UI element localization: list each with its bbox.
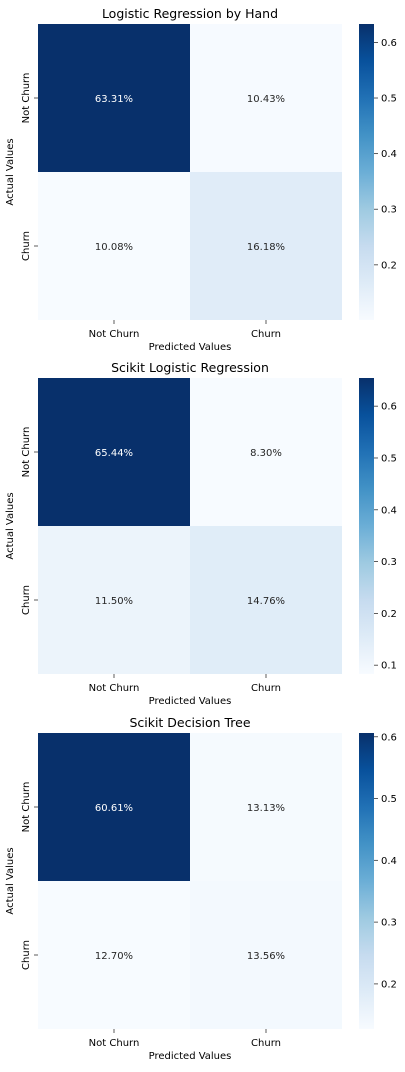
y-tick-label: Not Churn [21,427,32,478]
heatmap-cell [38,526,190,674]
colorbar [359,378,374,674]
heatmap-cell [38,24,190,172]
heatmap-panel-1: Logistic Regression by Hand 63.31% 10.43% 1… [5,6,397,353]
cell-label: 11.50% [95,596,133,607]
colorbar-tick-label: 0.4 [381,505,397,516]
colorbar-tick-label: 0.6 [381,402,397,413]
heatmap-cell [190,172,342,320]
chart-title: Scikit Decision Tree [129,715,250,730]
chart-title: Logistic Regression by Hand [102,6,278,21]
colorbar-tick-label: 0.6 [381,732,397,743]
colorbar-tick-label: 0.2 [381,260,397,271]
x-tick-label: Not Churn [89,683,140,694]
y-tick-label: Churn [21,940,32,970]
x-tick-label: Not Churn [89,1038,140,1049]
x-axis-label: Predicted Values [149,696,232,707]
heatmap-cell [38,733,190,881]
y-axis-label: Actual Values [5,492,16,559]
x-tick-label: Churn [251,329,281,340]
colorbar-tick-label: 0.2 [381,979,397,990]
cell-label: 60.61% [95,803,133,814]
heatmap-cell [38,172,190,320]
cell-label: 12.70% [95,951,133,962]
y-tick-label: Not Churn [21,73,32,124]
cell-label: 13.13% [247,803,285,814]
y-axis-label: Actual Values [5,138,16,205]
colorbar-tick-label: 0.3 [381,205,397,216]
colorbar-tick-label: 0.4 [381,149,397,160]
colorbar [359,24,374,320]
cell-label: 10.43% [247,94,285,105]
colorbar-tick-label: 0.5 [381,94,397,105]
cell-label: 8.30% [250,448,282,459]
y-axis-label: Actual Values [5,847,16,914]
heatmap-panel-2: Scikit Logistic Regression 65.44% 8.30% 11.… [5,360,397,707]
cell-label: 10.08% [95,242,133,253]
colorbar-tick-label: 0.6 [381,38,397,49]
y-tick-label: Not Churn [21,782,32,833]
chart-title: Scikit Logistic Regression [111,360,269,375]
x-tick-label: Churn [251,683,281,694]
colorbar-tick-label: 0.5 [381,794,397,805]
heatmap-cell [38,881,190,1029]
cell-label: 63.31% [95,94,133,105]
colorbar-tick-label: 0.1 [381,661,397,672]
colorbar [359,733,374,1029]
cell-label: 14.76% [247,596,285,607]
heatmap-cell [190,526,342,674]
cell-label: 13.56% [247,951,285,962]
x-axis-label: Predicted Values [149,1051,232,1062]
x-tick-label: Churn [251,1038,281,1049]
colorbar-tick-label: 0.2 [381,609,397,620]
x-tick-label: Not Churn [89,329,140,340]
cell-label: 65.44% [95,448,133,459]
heatmap-panel-3: Scikit Decision Tree 60.61% 13.13% 12.70% 13… [5,715,397,1062]
y-tick-label: Churn [21,585,32,615]
colorbar-tick-label: 0.3 [381,918,397,929]
x-axis-label: Predicted Values [149,342,232,353]
heatmap-cell [190,881,342,1029]
heatmap-cell [190,378,342,526]
colorbar-tick-label: 0.3 [381,557,397,568]
y-tick-label: Churn [21,231,32,261]
cell-label: 16.18% [247,242,285,253]
heatmap-cell [190,24,342,172]
colorbar-tick-label: 0.5 [381,453,397,464]
colorbar-tick-label: 0.4 [381,856,397,867]
heatmap-cell [190,733,342,881]
heatmap-cell [38,378,190,526]
